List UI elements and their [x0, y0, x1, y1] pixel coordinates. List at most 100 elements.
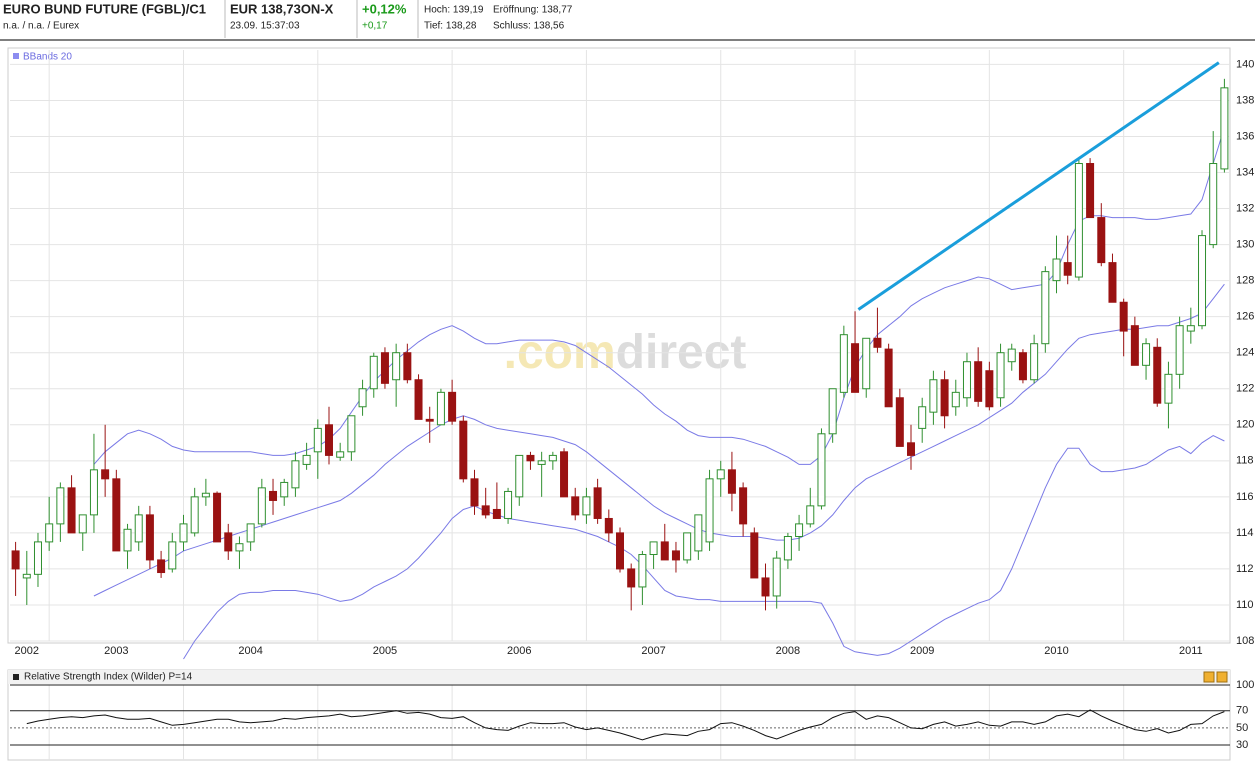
candle-body: [291, 460, 300, 489]
candle-body: [962, 361, 971, 399]
candle-body: [828, 388, 837, 435]
candle-body: [907, 442, 916, 456]
bollinger-lower: [183, 435, 1225, 660]
candle-body: [772, 557, 781, 597]
y-tick-label: 70: [1236, 705, 1248, 717]
candle-body: [1153, 346, 1162, 404]
candle-body: [1130, 325, 1139, 366]
candle-body: [806, 505, 815, 525]
y-tick-label: 136: [1236, 130, 1254, 142]
x-tick-label: 2004: [238, 645, 262, 657]
candle-body: [739, 487, 748, 525]
y-tick-label: 134: [1236, 166, 1254, 178]
candle-body: [11, 550, 20, 570]
candle-body: [235, 543, 244, 552]
candle-body: [873, 337, 882, 348]
candle-body: [1119, 301, 1128, 332]
candle-body: [145, 514, 154, 561]
candle-body: [526, 454, 535, 462]
icon-button[interactable]: [1216, 671, 1228, 683]
candle-body: [996, 352, 1005, 399]
y-tick-label: 112: [1236, 563, 1254, 575]
candle-body: [1209, 163, 1218, 246]
y-tick-label: 122: [1236, 383, 1254, 395]
y-tick-label: 130: [1236, 239, 1254, 251]
x-tick-label: 2010: [1044, 645, 1068, 657]
candle-body: [1097, 217, 1106, 264]
candle-body: [1186, 325, 1195, 332]
candle-body: [67, 487, 76, 534]
close: Schluss: 138,56: [493, 21, 565, 32]
y-tick-label: 30: [1236, 739, 1248, 751]
candle-body: [929, 379, 938, 413]
candle-body: [1018, 352, 1027, 381]
open: Eröffnung: 138,77: [493, 5, 573, 16]
y-tick-label: 126: [1236, 311, 1254, 323]
icon-button[interactable]: [1203, 671, 1215, 683]
candle-body: [380, 352, 389, 384]
candle-body: [884, 348, 893, 408]
price: EUR 138,73ON-X: [230, 1, 334, 16]
candle-body: [22, 573, 31, 579]
candle-body: [101, 469, 110, 480]
trendline: [857, 61, 1220, 311]
rsi-swatch: [13, 674, 19, 680]
bollinger-middle: [93, 283, 1225, 597]
candle-body: [313, 427, 322, 453]
candle-body: [985, 370, 994, 408]
candle-body: [1164, 373, 1173, 404]
instrument-title: EURO BUND FUTURE (FGBL)/C1: [3, 1, 206, 16]
candle-body: [783, 535, 792, 561]
candle-body: [134, 514, 143, 543]
candle-body: [694, 514, 703, 552]
candle-body: [112, 478, 121, 552]
candle-body: [727, 469, 736, 494]
candle-body: [157, 559, 166, 574]
candle-body: [504, 490, 513, 519]
candle-body: [560, 451, 569, 498]
candle-body: [660, 541, 669, 561]
candle-body: [1074, 163, 1083, 278]
x-tick-label: 2002: [15, 645, 39, 657]
watermark-part: .com: [504, 326, 616, 379]
candle-body: [492, 508, 501, 519]
candle-body: [851, 343, 860, 393]
candle-body: [839, 334, 848, 393]
candle-body: [671, 550, 680, 561]
candle-body: [414, 379, 423, 420]
candle-body: [974, 361, 983, 402]
low: Tief: 138,28: [424, 21, 477, 32]
candle-body: [1030, 343, 1039, 381]
candle-body: [257, 487, 266, 525]
candle-body: [683, 532, 692, 561]
y-tick-label: 108: [1236, 635, 1254, 647]
change: +0,17: [362, 21, 388, 32]
plot-layer: 108 110 112 114 116 118 120 122 124 126 128 130 132 1…: [10, 50, 1254, 760]
candle-body: [269, 490, 278, 501]
change-pct: +0,12%: [362, 1, 407, 16]
candle-body: [168, 541, 177, 570]
candle-body: [638, 554, 647, 588]
candle-body: [358, 388, 367, 408]
candle-body: [1108, 262, 1117, 303]
candle-body: [246, 523, 255, 543]
y-tick-label: 138: [1236, 94, 1254, 106]
candle-body: [582, 496, 591, 516]
candle-body: [1063, 262, 1072, 276]
candle-body: [951, 391, 960, 408]
y-tick-label: 118: [1236, 455, 1254, 467]
x-tick-label: 2005: [373, 645, 397, 657]
candle-body: [224, 532, 233, 552]
candle-body: [470, 478, 479, 507]
y-tick-label: 124: [1236, 347, 1254, 359]
candle-body: [78, 514, 87, 534]
y-tick-label: 132: [1236, 202, 1254, 214]
candle-body: [1041, 271, 1050, 345]
y-tick-label: 100: [1236, 679, 1254, 691]
candle-body: [1052, 258, 1061, 282]
rsi-header: [8, 670, 1230, 684]
candle-body: [459, 420, 468, 480]
candle-body: [817, 433, 826, 507]
candle-body: [862, 337, 871, 390]
